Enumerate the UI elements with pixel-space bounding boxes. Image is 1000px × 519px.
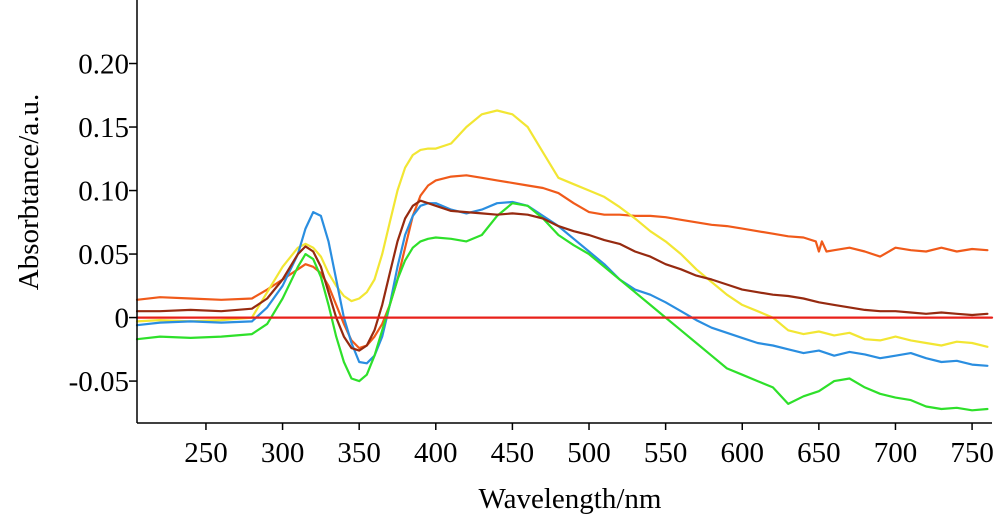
y-tick-label: 0.20 [78,49,129,81]
series-line-5 [135,199,989,352]
y-tick-label: 0 [115,303,130,335]
y-tick-label: 0.15 [78,112,129,144]
series-layer [135,109,994,412]
x-tick-label: 750 [950,437,994,469]
x-tick-label: 450 [491,437,535,469]
x-tick-label: 500 [567,437,611,469]
x-axis-title: Wavelength/nm [479,483,662,515]
y-tick-label: 0.05 [78,239,129,271]
x-tick-label: 300 [261,437,305,469]
series-line-2 [135,109,989,348]
ticks-layer: 250 300 350 400 450 500 550 600 650 700 750 -0.05 0 0… [69,49,994,469]
x-tick-label: 600 [720,437,764,469]
x-tick-label: 550 [644,437,688,469]
series-line-1 [135,174,989,350]
y-tick-label: 0.10 [78,176,129,208]
x-tick-label: 650 [797,437,841,469]
axes-layer [136,0,992,424]
x-tick-label: 250 [184,437,228,469]
y-axis-title: Absorbtance/a.u. [13,94,45,291]
x-tick-label: 400 [414,437,458,469]
x-tick-label: 700 [874,437,918,469]
y-tick-label: -0.05 [69,366,129,398]
x-tick-label: 350 [337,437,381,469]
series-line-4 [135,202,989,412]
